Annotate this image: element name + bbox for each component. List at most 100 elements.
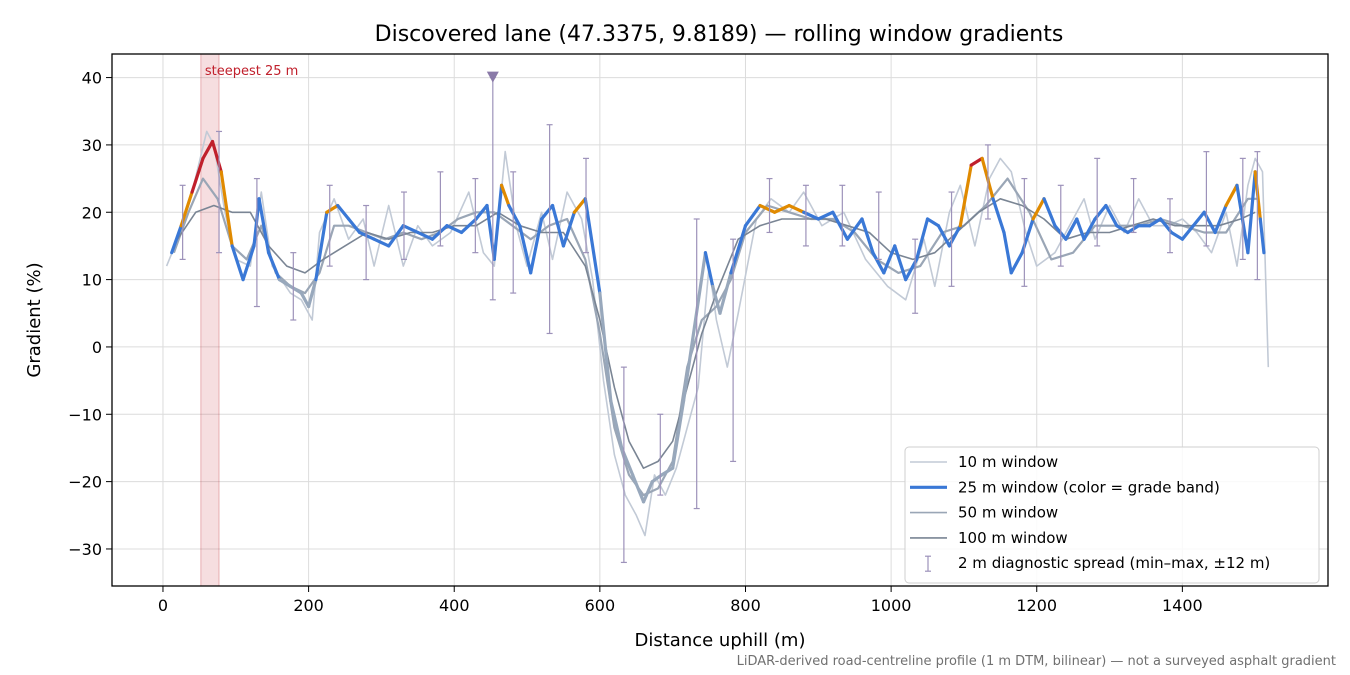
series-25m-window-segment <box>1213 203 1228 235</box>
error-bar <box>620 366 627 564</box>
series-25m-window-segment <box>641 480 654 504</box>
series-25m-window-segment <box>561 210 576 248</box>
series-25m-window-segment <box>871 251 886 275</box>
series-25m-window-segment <box>459 217 478 235</box>
series-25m-window-segment <box>681 325 697 403</box>
series-25m-window-segment <box>936 224 951 248</box>
series-25m-window-segment <box>492 183 504 261</box>
series-25m-window-segment <box>860 217 875 255</box>
legend-label: 25 m window (color = grade band) <box>958 478 1220 496</box>
y-tick-label: 10 <box>82 271 102 290</box>
error-bar <box>657 413 664 496</box>
error-bar <box>253 177 260 308</box>
x-tick-label: 400 <box>439 596 470 615</box>
series-25m-window-segment <box>210 139 223 174</box>
series-25m-window-segment <box>1148 217 1163 228</box>
error-bar <box>1057 184 1064 267</box>
series-25m-window-segment <box>430 224 449 241</box>
series-25m-window-segment <box>387 224 405 248</box>
series-25m-window-segment <box>1031 197 1046 221</box>
error-bar-group <box>179 76 1261 564</box>
steepest-band-group: steepest 25 m <box>200 53 298 587</box>
error-bar <box>1166 198 1173 254</box>
x-axis-label: Distance uphill (m) <box>635 630 806 651</box>
legend-item: 2 m diagnostic spread (min–max, ±12 m) <box>925 554 1270 572</box>
series-50m-window <box>172 177 1259 497</box>
footnote: LiDAR-derived road-centreline profile (1… <box>737 654 1336 669</box>
steepest-band <box>200 53 220 587</box>
series-25m-window-segment <box>609 399 624 450</box>
y-tick-label: 20 <box>82 203 102 222</box>
y-axis-label: Gradient (%) <box>24 262 45 377</box>
series-25m-window-segment <box>550 203 566 248</box>
error-bar <box>1094 157 1101 247</box>
series-25m-window-segment <box>743 203 762 228</box>
series-25m-window-segment <box>170 224 183 255</box>
legend-item: 50 m window <box>910 504 1058 522</box>
series-25m-window-segment <box>445 224 464 235</box>
series-25m-window-segment <box>347 217 362 235</box>
series-25m-window-segment <box>314 210 329 282</box>
series-25m-window-segment <box>190 156 205 194</box>
series-25m-window-segment <box>299 291 311 309</box>
error-bar <box>1021 177 1028 287</box>
series-25m-window-segment <box>1082 217 1097 241</box>
series-25m-window-segment <box>266 251 282 282</box>
legend-label: 50 m window <box>958 504 1058 522</box>
series-25m-window-segment <box>925 217 941 228</box>
series-25m-window-segment <box>518 224 533 275</box>
axis-ticks: 0 200 400 600 800 1000 1200 1400 −30 −20 −10 0 10 20 3… <box>68 69 1202 615</box>
error-bar <box>1239 157 1246 260</box>
chart-title: Discovered lane (47.3375, 9.8189) — roll… <box>375 22 1064 47</box>
series-25m-window-segment <box>914 217 930 261</box>
legend: 10 m window 25 m window (color = grade ba… <box>904 446 1320 584</box>
legend-item: 25 m window (color = grade band) <box>910 478 1220 496</box>
error-bar <box>766 177 773 234</box>
x-tick-label: 200 <box>293 596 324 615</box>
series-25m-window-segment <box>336 203 351 221</box>
series-25m-window-segment <box>787 203 806 214</box>
series-25m-window-segment <box>257 197 271 255</box>
x-tick-label: 1000 <box>871 596 912 615</box>
series-25m-window-segment <box>241 244 256 282</box>
series-25m-window-segment <box>1246 170 1257 255</box>
error-bar <box>875 191 882 260</box>
series-25m-window-segment <box>816 210 835 221</box>
error-bar <box>1203 151 1210 247</box>
series-25m-window-segment <box>969 156 984 167</box>
series-25m-window-segment <box>306 277 318 309</box>
error-bar <box>510 171 517 294</box>
series-25m-window-segment <box>1191 210 1206 228</box>
series-25m-window-segment <box>893 244 908 282</box>
error-bar <box>179 184 186 260</box>
series-25m-window-segment <box>1064 217 1079 241</box>
legend-item: 10 m window <box>910 453 1058 471</box>
x-tick-label: 1200 <box>1016 596 1057 615</box>
series-25m-window-segment <box>991 197 1006 235</box>
series-25m-window-segment <box>718 271 733 315</box>
y-tick-label: 40 <box>82 69 102 88</box>
error-bar <box>437 171 444 247</box>
series-25m-window-segment <box>507 203 522 228</box>
y-tick-label: 30 <box>82 136 102 155</box>
series-25m-window-segment <box>372 237 391 248</box>
error-bar <box>693 218 700 510</box>
legend-item: 100 m window <box>910 529 1068 547</box>
series-25m-window-segment <box>703 251 715 288</box>
error-bar <box>1130 177 1137 234</box>
series-25m-window-segment <box>1180 224 1195 241</box>
series-25m-window-segment <box>572 197 587 214</box>
series-25m-window-segment <box>288 284 303 295</box>
series-25m-window-segment <box>401 224 420 235</box>
error-bar <box>400 191 407 260</box>
error-bar <box>1254 151 1261 281</box>
series-25m-window-segment <box>583 197 602 295</box>
series-25m-window-segment <box>845 217 864 241</box>
error-bar <box>839 184 846 247</box>
series-25m-window-segment <box>711 284 722 315</box>
steepest-band-label: steepest 25 m <box>205 64 298 79</box>
legend-label: 100 m window <box>958 529 1068 547</box>
error-bar <box>583 157 590 254</box>
series-25m-window-segment <box>219 170 234 248</box>
